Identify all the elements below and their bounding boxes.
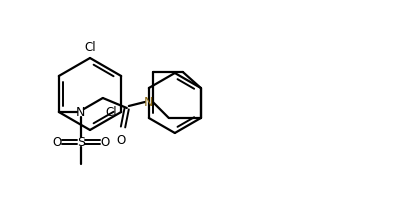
- Text: O: O: [116, 134, 125, 147]
- Text: O: O: [52, 135, 61, 149]
- Text: Cl: Cl: [84, 41, 96, 54]
- Text: Cl: Cl: [105, 105, 117, 119]
- Text: N: N: [144, 95, 154, 109]
- Text: N: N: [76, 105, 86, 119]
- Text: S: S: [77, 135, 85, 149]
- Text: O: O: [100, 135, 109, 149]
